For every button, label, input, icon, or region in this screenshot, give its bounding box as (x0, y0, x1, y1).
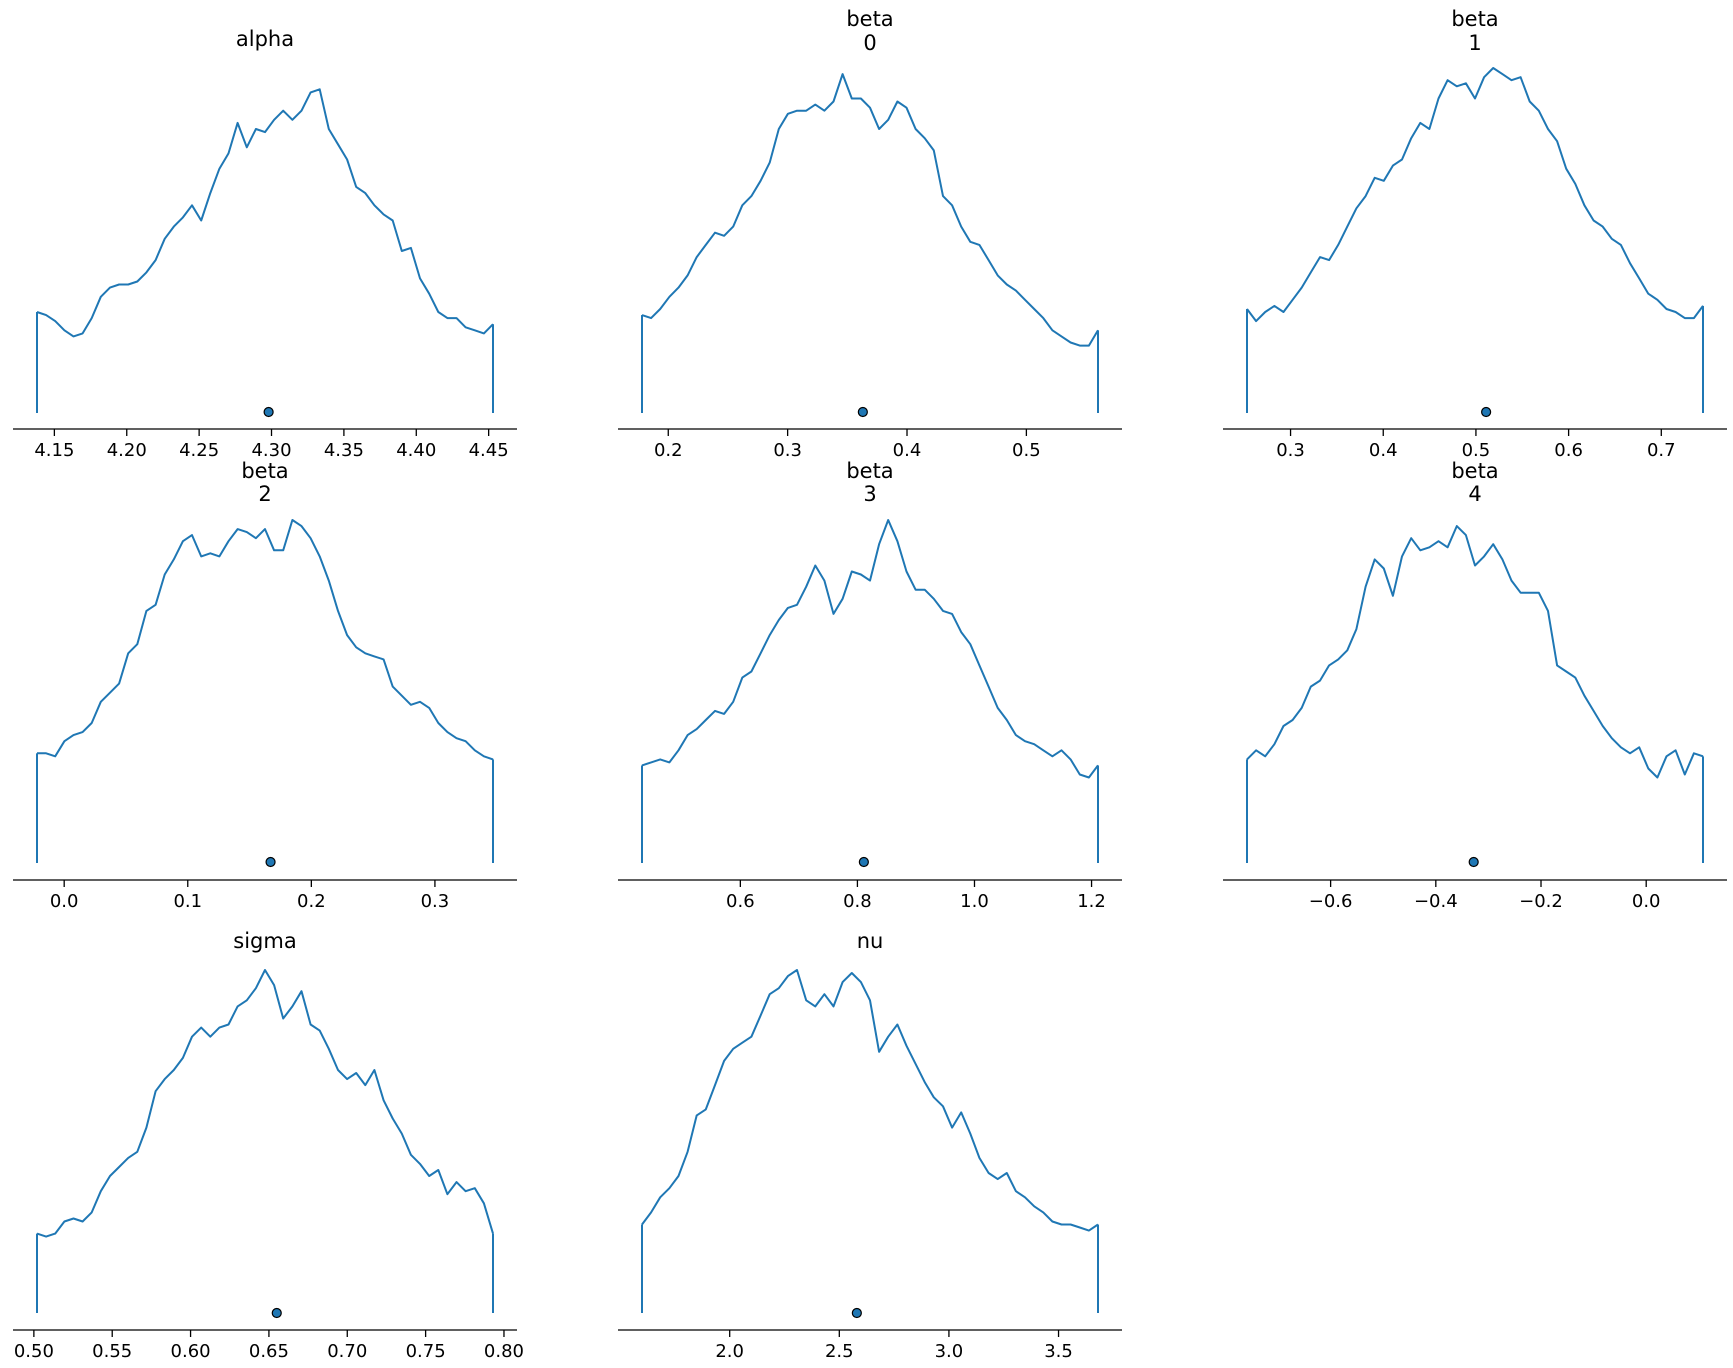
x-tick-label: 0.2 (297, 891, 326, 912)
x-tick-label: 0.4 (1369, 440, 1398, 461)
density-line (1246, 67, 1704, 323)
density-line (641, 519, 1099, 779)
x-tick-label: 4.30 (251, 440, 291, 461)
x-tick-label: 0.3 (773, 440, 802, 461)
x-tick-label: 0.1 (173, 891, 202, 912)
density-panel-0: alpha 4.15 4.20 4.25 4.30 4.35 4.40 4.45 (13, 27, 517, 461)
point-estimate-marker (265, 856, 276, 868)
x-tick-label: 0.0 (50, 891, 79, 912)
x-tick-label: 0.8 (843, 891, 872, 912)
x-tick-label: 0.3 (421, 891, 450, 912)
x-tick-label: 0.55 (92, 1341, 132, 1362)
point-estimate-marker (1481, 406, 1492, 418)
panel-title-line: 2 (258, 482, 271, 506)
x-tick-label: 0.5 (1012, 440, 1041, 461)
x-tick-label: 2.0 (715, 1341, 744, 1362)
x-tick-label: 0.2 (654, 440, 683, 461)
x-tick-label: 0.70 (327, 1341, 367, 1362)
panel-title-line: beta (846, 7, 893, 31)
density-line (1246, 525, 1704, 779)
x-tick-label: 0.7 (1647, 440, 1676, 461)
x-tick-label: 4.15 (34, 440, 74, 461)
x-tick-label: 4.20 (107, 440, 147, 461)
panel-title: nu (857, 929, 884, 953)
x-tick-label: 0.3 (1276, 440, 1305, 461)
x-tick-label: 0.75 (406, 1341, 446, 1362)
x-tick-label: −0.6 (1309, 891, 1353, 912)
x-tick-label: 2.5 (825, 1341, 854, 1362)
x-tick-label: 3.5 (1044, 1341, 1073, 1362)
panel-title: sigma (233, 929, 296, 953)
point-estimate-marker (857, 406, 868, 418)
x-tick-label: 4.25 (179, 440, 219, 461)
panel-title-line: 1 (1468, 31, 1481, 55)
x-tick-label: 0.5 (1462, 440, 1491, 461)
density-line (37, 519, 494, 761)
panel-title: alpha (236, 27, 294, 51)
panel-title-line: beta (1451, 7, 1498, 31)
x-tick-label: 0.6 (726, 891, 755, 912)
x-tick-label: 3.0 (935, 1341, 964, 1362)
x-tick-label: 4.35 (324, 440, 364, 461)
panel-title-line: beta (241, 459, 288, 483)
panel-title-line: 0 (863, 31, 876, 55)
x-tick-label: 0.0 (1632, 891, 1661, 912)
panel-title-line: 4 (1468, 482, 1481, 506)
x-tick-label: 0.80 (484, 1341, 524, 1362)
density-line (641, 969, 1099, 1232)
x-tick-label: 4.45 (469, 440, 509, 461)
point-estimate-marker (1468, 856, 1479, 868)
density-line (641, 73, 1099, 347)
point-estimate-marker (271, 1307, 282, 1319)
x-tick-label: 0.60 (171, 1341, 211, 1362)
x-tick-label: 0.6 (1554, 440, 1583, 461)
x-tick-label: −0.2 (1519, 891, 1563, 912)
panel-title-line: beta (846, 459, 893, 483)
density-panel-6: sigma 0.50 0.55 0.60 0.65 0.70 0.75 0.80 (13, 929, 524, 1362)
x-tick-label: 0.4 (893, 440, 922, 461)
x-tick-label: −0.4 (1414, 891, 1458, 912)
point-estimate-marker (851, 1307, 862, 1319)
panel-title-line: 3 (863, 482, 876, 506)
x-tick-label: 0.50 (14, 1341, 54, 1362)
density-line (36, 969, 494, 1238)
x-tick-label: 1.0 (960, 891, 989, 912)
x-tick-label: 0.65 (249, 1341, 289, 1362)
point-estimate-marker (263, 406, 274, 418)
x-tick-label: 1.2 (1077, 891, 1106, 912)
x-tick-label: 4.40 (396, 440, 436, 461)
density-panel-7: nu 2.0 2.5 3.0 3.5 (618, 929, 1122, 1362)
point-estimate-marker (858, 856, 869, 868)
panel-title-line: beta (1451, 459, 1498, 483)
density-line (36, 88, 494, 338)
